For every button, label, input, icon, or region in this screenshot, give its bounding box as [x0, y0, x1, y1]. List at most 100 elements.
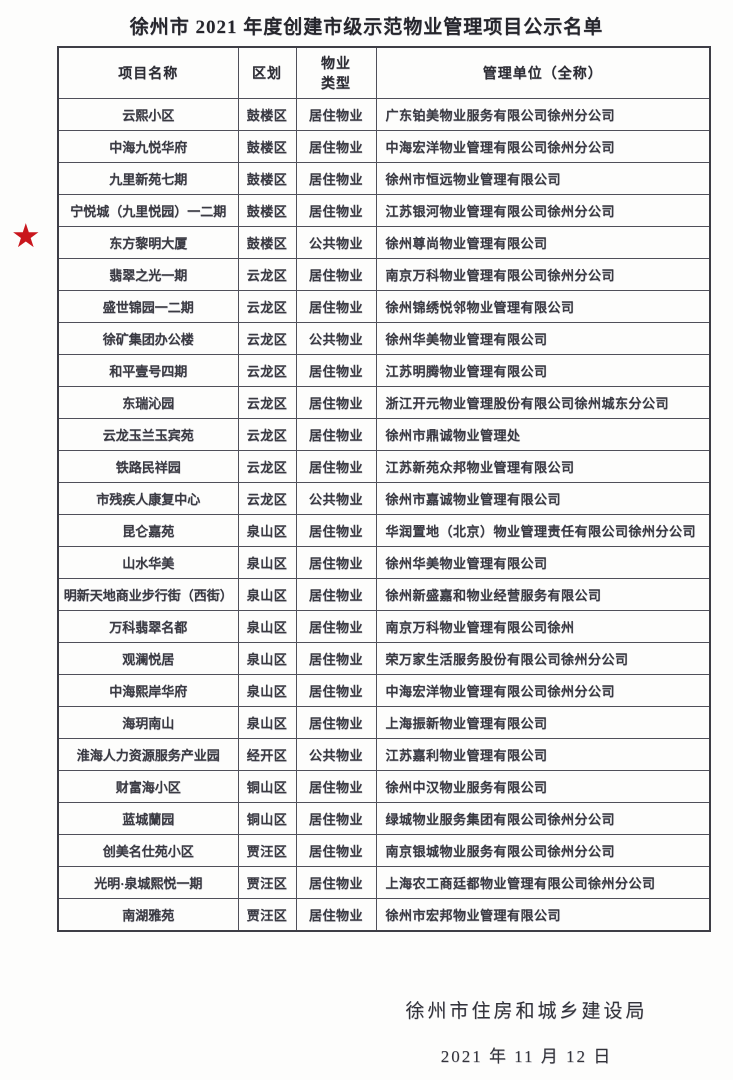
district-cell: 贾汪区 [237, 866, 297, 899]
table-row: 中海熙岸华府 泉山区 居住物业 中海宏洋物业管理有限公司徐州分公司 [57, 674, 711, 707]
property-type-cell: 居住物业 [295, 258, 377, 291]
district-cell: 鼓楼区 [237, 226, 297, 259]
page-title: 徐州市 2021 年度创建市级示范物业管理项目公示名单 [129, 17, 604, 38]
project-name-cell: 翡翠之光一期 [57, 258, 239, 291]
company-cell: 中海宏洋物业管理有限公司徐州分公司 [375, 674, 711, 707]
table-row: 昆仑嘉苑 泉山区 居住物业 华润置地（北京）物业管理责任有限公司徐州分公司 [57, 514, 711, 547]
company-cell: 徐州市鼎诚物业管理处 [375, 418, 711, 451]
project-name-cell: 山水华美 [57, 546, 239, 579]
table-row: 光明·泉城熙悦一期 贾汪区 居住物业 上海农工商廷都物业管理有限公司徐州分公司 [57, 866, 711, 899]
property-type-cell: 居住物业 [295, 770, 377, 803]
table-row: 盛世锦园一二期 云龙区 居住物业 徐州锦绣悦邻物业管理有限公司 [57, 290, 711, 323]
property-type-cell: 居住物业 [295, 130, 377, 163]
company-cell: 南京万科物业管理有限公司徐州 [375, 610, 711, 643]
table-row: 云龙玉兰玉宾苑 云龙区 居住物业 徐州市鼎诚物业管理处 [57, 418, 711, 451]
district-cell: 泉山区 [237, 578, 297, 611]
company-cell: 徐州新盛嘉和物业经营服务有限公司 [375, 578, 711, 611]
property-type-cell: 居住物业 [295, 898, 377, 932]
property-type-cell: 居住物业 [295, 98, 377, 131]
issuing-authority: 徐州市住房和城乡建设局 [405, 1001, 648, 1022]
project-name-cell: 光明·泉城熙悦一期 [57, 866, 239, 899]
table-header-row: 项目名称 区划 物业 类型 管理单位（全称） [57, 46, 711, 99]
district-cell: 贾汪区 [237, 898, 297, 932]
project-name-cell: 东瑞沁园 [57, 386, 239, 419]
company-cell: 江苏嘉利物业管理有限公司 [375, 738, 711, 771]
property-type-cell: 居住物业 [295, 578, 377, 611]
district-cell: 云龙区 [237, 290, 297, 323]
star-icon: ★ [11, 219, 41, 255]
project-name-cell: 铁路民祥园 [57, 450, 239, 483]
company-cell: 江苏明腾物业管理有限公司 [375, 354, 711, 387]
district-cell: 云龙区 [237, 450, 297, 483]
property-type-cell: 居住物业 [295, 802, 377, 835]
district-cell: 泉山区 [237, 546, 297, 579]
company-cell: 江苏银河物业管理有限公司徐州分公司 [375, 194, 711, 227]
company-cell: 徐州华美物业管理有限公司 [375, 322, 711, 355]
project-name-cell: 财富海小区 [57, 770, 239, 803]
projects-table: 项目名称 区划 物业 类型 管理单位（全称） 云熙小区 鼓楼区 居住物业 广东铂美物业… [57, 46, 711, 932]
district-cell: 云龙区 [237, 322, 297, 355]
company-cell: 广东铂美物业服务有限公司徐州分公司 [375, 98, 711, 131]
project-name-cell: 九里新苑七期 [57, 162, 239, 195]
company-cell: 南京银城物业服务有限公司徐州分公司 [375, 834, 711, 867]
header-property-type: 物业 类型 [295, 46, 377, 99]
company-cell: 中海宏洋物业管理有限公司徐州分公司 [375, 130, 711, 163]
district-cell: 铜山区 [237, 770, 297, 803]
property-type-cell: 居住物业 [295, 290, 377, 323]
property-type-cell: 居住物业 [295, 610, 377, 643]
property-type-cell: 公共物业 [295, 482, 377, 515]
table-row: 东瑞沁园 云龙区 居住物业 浙江开元物业管理股份有限公司徐州城东分公司 [57, 386, 711, 419]
project-name-cell: 中海熙岸华府 [57, 674, 239, 707]
property-type-cell: 居住物业 [295, 674, 377, 707]
company-cell: 上海农工商廷都物业管理有限公司徐州分公司 [375, 866, 711, 899]
table-row: 创美名仕苑小区 贾汪区 居住物业 南京银城物业服务有限公司徐州分公司 [57, 834, 711, 867]
project-name-cell: 蓝城蘭园 [57, 802, 239, 835]
district-cell: 贾汪区 [237, 834, 297, 867]
district-cell: 泉山区 [237, 514, 297, 547]
header-district: 区划 [237, 46, 297, 99]
district-cell: 鼓楼区 [237, 162, 297, 195]
project-name-cell: 明新天地商业步行街（西街） [57, 578, 239, 611]
property-type-cell: 公共物业 [295, 738, 377, 771]
table-row: 宁悦城（九里悦园）一二期 鼓楼区 居住物业 江苏银河物业管理有限公司徐州分公司 [57, 194, 711, 227]
project-name-cell: 创美名仕苑小区 [57, 834, 239, 867]
company-cell: 徐州中汉物业服务有限公司 [375, 770, 711, 803]
project-name-cell: 市残疾人康复中心 [57, 482, 239, 515]
table-row: 蓝城蘭园 铜山区 居住物业 绿城物业服务集团有限公司徐州分公司 [57, 802, 711, 835]
project-name-cell: 东方黎明大厦 [57, 226, 239, 259]
property-type-cell: 居住物业 [295, 194, 377, 227]
district-cell: 云龙区 [237, 354, 297, 387]
table-row: 中海九悦华府 鼓楼区 居住物业 中海宏洋物业管理有限公司徐州分公司 [57, 130, 711, 163]
district-cell: 云龙区 [237, 258, 297, 291]
district-cell: 云龙区 [237, 386, 297, 419]
property-type-cell: 居住物业 [295, 642, 377, 675]
district-cell: 云龙区 [237, 418, 297, 451]
table-row: 和平壹号四期 云龙区 居住物业 江苏明腾物业管理有限公司 [57, 354, 711, 387]
project-name-cell: 观澜悦居 [57, 642, 239, 675]
company-cell: 南京万科物业管理有限公司徐州分公司 [375, 258, 711, 291]
district-cell: 云龙区 [237, 482, 297, 515]
district-cell: 经开区 [237, 738, 297, 771]
project-name-cell: 淮海人力资源服务产业园 [57, 738, 239, 771]
company-cell: 徐州市恒远物业管理有限公司 [375, 162, 711, 195]
company-cell: 徐州锦绣悦邻物业管理有限公司 [375, 290, 711, 323]
company-cell: 徐州市宏邦物业管理有限公司 [375, 898, 711, 932]
district-cell: 泉山区 [237, 674, 297, 707]
property-type-cell: 居住物业 [295, 546, 377, 579]
table-row: 九里新苑七期 鼓楼区 居住物业 徐州市恒远物业管理有限公司 [57, 162, 711, 195]
project-name-cell: 中海九悦华府 [57, 130, 239, 163]
company-cell: 浙江开元物业管理股份有限公司徐州城东分公司 [375, 386, 711, 419]
district-cell: 鼓楼区 [237, 98, 297, 131]
district-cell: 泉山区 [237, 610, 297, 643]
project-name-cell: 万科翡翠名都 [57, 610, 239, 643]
property-type-cell: 居住物业 [295, 866, 377, 899]
company-cell: 徐州市嘉诚物业管理有限公司 [375, 482, 711, 515]
company-cell: 绿城物业服务集团有限公司徐州分公司 [375, 802, 711, 835]
project-name-cell: 盛世锦园一二期 [57, 290, 239, 323]
table-row: 东方黎明大厦 鼓楼区 公共物业 徐州尊尚物业管理有限公司 [57, 226, 711, 259]
table-row: 市残疾人康复中心 云龙区 公共物业 徐州市嘉诚物业管理有限公司 [57, 482, 711, 515]
table-row: 万科翡翠名都 泉山区 居住物业 南京万科物业管理有限公司徐州 [57, 610, 711, 643]
company-cell: 上海振新物业管理有限公司 [375, 706, 711, 739]
project-name-cell: 南湖雅苑 [57, 898, 239, 932]
property-type-cell: 居住物业 [295, 834, 377, 867]
